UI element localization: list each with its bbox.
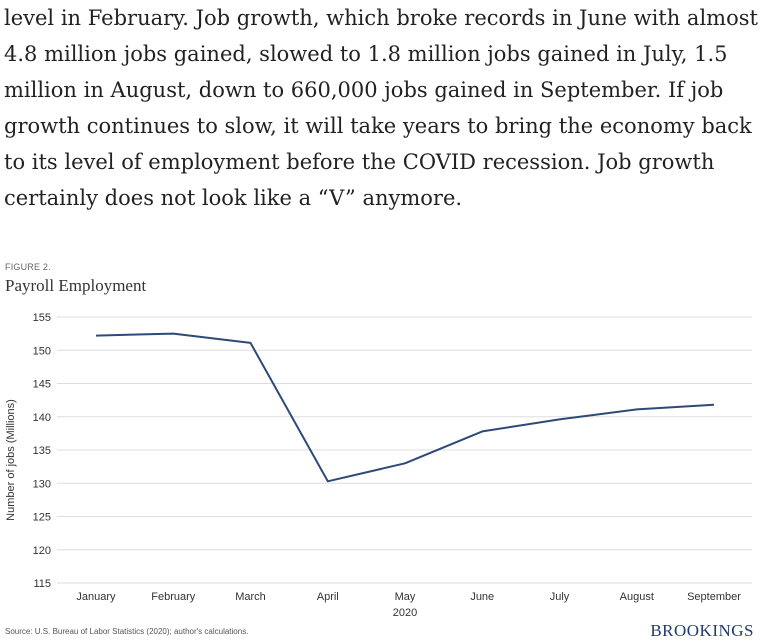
y-tick-label: 135 [33, 445, 51, 457]
chart-svg: 115 120 125 130 135 140 145 150 155 January Febru… [5, 312, 752, 619]
y-tick-label: 115 [33, 578, 51, 590]
x-tick-label: June [470, 591, 494, 603]
x-tick-label: March [235, 591, 266, 603]
y-axis-label: Number of jobs (Millions) [5, 399, 17, 521]
y-tick-label: 140 [33, 412, 51, 424]
x-tick-label: January [76, 591, 116, 603]
x-tick-label: September [687, 591, 741, 603]
y-tick-label: 125 [33, 512, 51, 524]
y-tick-labels: 115 120 125 130 135 140 145 150 155 [33, 312, 51, 590]
chart-title: Payroll Employment [5, 276, 147, 295]
y-tick-label: 120 [33, 545, 51, 557]
chart-figure: FIGURE 2. Payroll Employment 115 120 125 13… [0, 255, 768, 642]
figure-label: FIGURE 2. [5, 262, 51, 272]
x-tick-label: May [395, 591, 416, 603]
x-tick-labels: January February March April May June July Augu… [76, 591, 741, 603]
x-axis-label: 2020 [393, 607, 417, 619]
y-tick-label: 145 [33, 379, 51, 391]
x-tick-label: April [317, 591, 339, 603]
x-tick-label: August [620, 591, 654, 603]
source-note: Source: U.S. Bureau of Labor Statistics … [5, 627, 249, 636]
y-tick-label: 130 [33, 478, 51, 490]
x-tick-label: February [151, 591, 196, 603]
x-tick-label: July [550, 591, 570, 603]
y-tick-label: 150 [33, 345, 51, 357]
article-paragraph: level in February. Job growth, which bro… [4, 6, 758, 210]
gridlines [57, 316, 752, 584]
brookings-logo: BROOKINGS [650, 621, 754, 640]
series-layer [95, 332, 715, 483]
series-line [95, 332, 715, 483]
y-tick-label: 155 [33, 312, 51, 324]
